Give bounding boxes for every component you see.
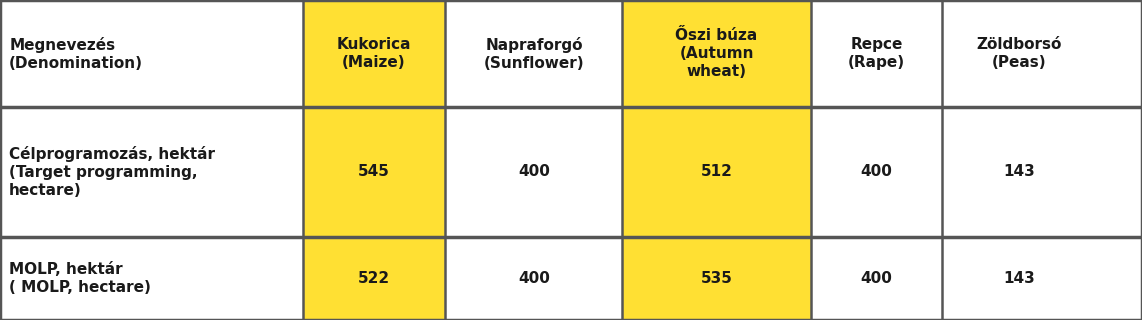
Bar (811, 0, 942, 107)
Text: Kukorica
(Maize): Kukorica (Maize) (337, 37, 411, 70)
Bar (445, 107, 622, 237)
Text: 400: 400 (518, 271, 549, 286)
Text: 143: 143 (1004, 271, 1035, 286)
Text: MOLP, hektár
( MOLP, hectare): MOLP, hektár ( MOLP, hectare) (9, 262, 151, 295)
Bar (942, 0, 1096, 107)
Text: 545: 545 (359, 164, 389, 180)
Text: 400: 400 (861, 164, 892, 180)
Bar (445, 0, 622, 107)
Text: 522: 522 (357, 271, 391, 286)
Text: 512: 512 (701, 164, 732, 180)
Bar (303, 0, 445, 107)
Bar (811, 107, 942, 237)
Text: Őszi búza
(Autumn
wheat): Őszi búza (Autumn wheat) (675, 28, 758, 79)
Bar (0, 107, 303, 237)
Bar (303, 237, 445, 320)
Bar (942, 237, 1096, 320)
Bar (622, 237, 811, 320)
Text: Zöldborsó
(Peas): Zöldborsó (Peas) (976, 37, 1062, 70)
Bar (942, 107, 1096, 237)
Text: Napraforgó
(Sunflower): Napraforgó (Sunflower) (483, 36, 585, 71)
Text: 400: 400 (518, 164, 549, 180)
Bar (622, 107, 811, 237)
Bar (303, 107, 445, 237)
Bar (445, 237, 622, 320)
Text: 143: 143 (1004, 164, 1035, 180)
Bar (0, 237, 303, 320)
Text: 535: 535 (701, 271, 732, 286)
Text: Repce
(Rape): Repce (Rape) (847, 37, 906, 70)
Bar (811, 237, 942, 320)
Text: Megnevezés
(Denomination): Megnevezés (Denomination) (9, 36, 143, 71)
Bar (0, 0, 303, 107)
Text: 400: 400 (861, 271, 892, 286)
Bar (622, 0, 811, 107)
Text: Célprogramozás, hektár
(Target programming,
hectare): Célprogramozás, hektár (Target programmi… (9, 146, 215, 198)
